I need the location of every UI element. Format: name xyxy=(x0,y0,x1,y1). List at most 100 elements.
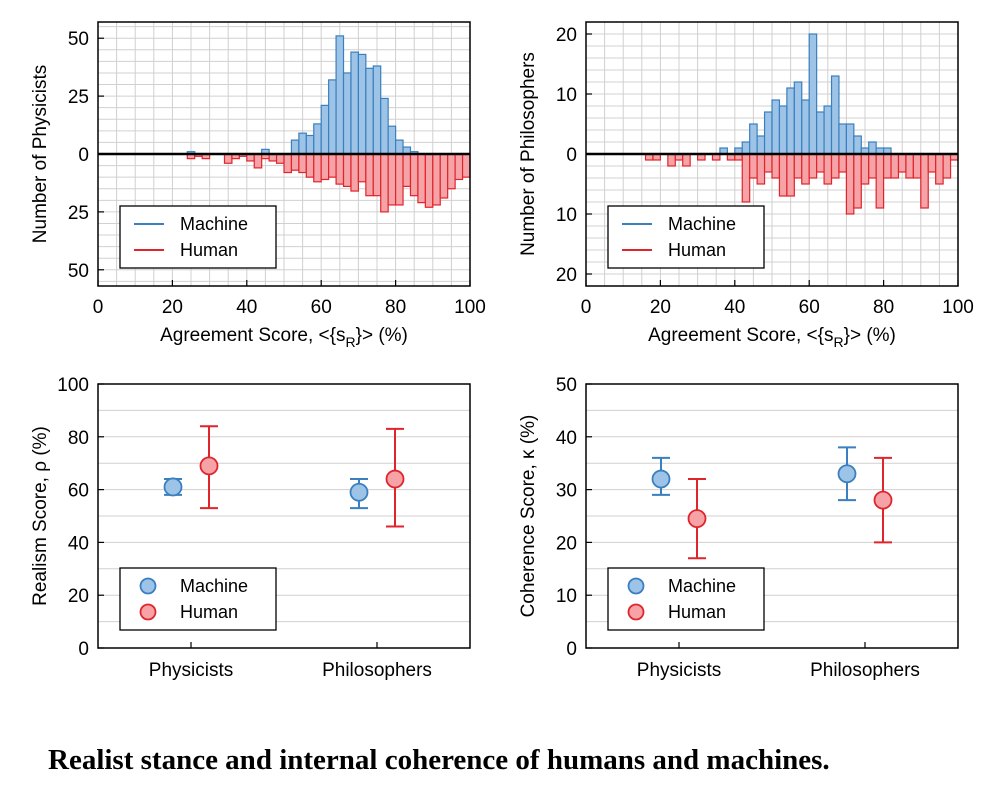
hist-philosophers-bar-human xyxy=(816,153,825,173)
coherence-ytick-label: 20 xyxy=(556,533,577,554)
realism-ytick-label: 20 xyxy=(68,586,89,607)
realism-machine-point xyxy=(163,477,183,497)
realism-ytick-label: 80 xyxy=(68,428,89,449)
hist-physicists-ytick-label: 50 xyxy=(68,29,89,50)
hist-physicists-bar-human xyxy=(395,153,404,206)
hist-physicists-legend-machine-label: Machine xyxy=(180,214,248,234)
hist-philosophers-bar-human xyxy=(741,153,751,203)
hist-philosophers-xlabel-end: }> (%) xyxy=(844,325,896,346)
hist-physicists-xtick-label: 80 xyxy=(385,297,406,318)
hist-physicists-bar-human xyxy=(424,153,434,208)
hist-physicists-bar-human xyxy=(357,153,367,183)
hist-philosophers-bar-human xyxy=(912,153,922,179)
hist-philosophers-xtick-label: 60 xyxy=(799,297,820,318)
hist-philosophers-bar-human xyxy=(786,153,795,197)
hist-philosophers-bar-human xyxy=(793,153,803,179)
coherence-machine-point xyxy=(837,464,857,484)
hist-philosophers-bar-human xyxy=(801,153,810,185)
hist-physicists-bar-human xyxy=(365,153,374,197)
realism-human-point xyxy=(385,469,405,489)
hist-philosophers-bar-machine xyxy=(749,123,758,155)
hist-philosophers-ytick-label: 0 xyxy=(566,145,577,166)
hist-philosophers-bar-human xyxy=(897,153,907,173)
hist-physicists-bar-human xyxy=(409,153,419,197)
hist-philosophers-legend-human-label: Human xyxy=(668,240,726,260)
hist-physicists-xtick-label: 0 xyxy=(93,297,104,318)
hist-physicists-bar-machine xyxy=(380,97,389,155)
hist-physicists-bar-human xyxy=(335,153,345,185)
hist-philosophers-xlabel-main: Agreement Score, <{s xyxy=(648,325,833,346)
hist-philosophers-bar-human xyxy=(682,153,691,167)
hist-philosophers-bar-machine xyxy=(823,105,833,155)
hist-philosophers-bar-machine xyxy=(756,135,766,155)
hist-philosophers-ytick-label: 20 xyxy=(556,265,577,286)
hist-philosophers-bar-machine xyxy=(741,141,751,155)
hist-philosophers-bar-human xyxy=(838,153,848,173)
hist-physicists-bar-machine xyxy=(365,67,374,155)
hist-physicists-xlabel: Agreement Score, <{sR}> (%) xyxy=(160,325,408,350)
hist-philosophers-bar-machine xyxy=(868,141,877,155)
realism-legend-machine-label: Machine xyxy=(180,576,248,596)
hist-philosophers-bar-machine xyxy=(771,99,781,155)
hist-physicists-bar-human xyxy=(320,153,330,181)
hist-physicists-bar-human xyxy=(447,153,456,190)
hist-physicists-bar-human xyxy=(432,153,441,206)
hist-physicists-ylabel: Number of Physicists xyxy=(30,65,51,243)
coherence-category-label: Philosophers xyxy=(810,660,920,681)
realism-frame xyxy=(97,383,471,649)
hist-physicists-bar-human xyxy=(290,153,300,171)
hist-physicists-bar-human xyxy=(380,153,389,213)
hist-physicists-ytick-label: 50 xyxy=(68,261,89,282)
hist-philosophers-legend-machine-label: Machine xyxy=(668,214,736,234)
hist-philosophers-bar-machine xyxy=(845,123,855,155)
hist-physicists-legend-box xyxy=(119,205,277,269)
hist-philosophers-xtick-label: 100 xyxy=(942,297,974,318)
hist-physicists-bar-machine xyxy=(357,53,367,155)
hist-philosophers-bar-human xyxy=(808,153,818,179)
realism-ytick-label: 100 xyxy=(57,375,89,396)
hist-philosophers-bar-human xyxy=(749,153,758,179)
hist-physicists-bar-machine xyxy=(342,72,352,155)
hist-physicists-ytick-label: 25 xyxy=(68,203,89,224)
hist-philosophers-ytick-label: 20 xyxy=(556,25,577,46)
realism-legend-human-marker xyxy=(139,603,157,621)
realism-ytick-label: 40 xyxy=(68,533,89,554)
hist-physicists-bar-human xyxy=(283,153,293,174)
hist-philosophers-xtick-label: 40 xyxy=(724,297,745,318)
hist-philosophers-bar-human xyxy=(875,153,885,209)
hist-physicists-bar-human xyxy=(417,153,426,204)
hist-philosophers-bar-human xyxy=(920,153,929,209)
hist-philosophers-bar-human xyxy=(823,153,833,185)
realism-ylabel: Realism Score, ρ (%) xyxy=(30,426,51,606)
hist-physicists-bar-machine xyxy=(395,139,404,155)
hist-philosophers-bar-machine xyxy=(808,33,818,155)
hist-philosophers-bar-machine xyxy=(816,111,825,155)
coherence-ytick-label: 40 xyxy=(556,428,577,449)
coherence-machine-point xyxy=(651,469,671,489)
hist-physicists-bar-machine xyxy=(298,132,307,155)
hist-philosophers-bar-human xyxy=(778,153,788,197)
hist-physicists-xlabel-sub: R xyxy=(345,334,355,350)
realism-category-label: Philosophers xyxy=(322,660,432,681)
hist-philosophers-xtick-label: 20 xyxy=(650,297,671,318)
hist-philosophers-bar-human xyxy=(942,153,952,179)
hist-philosophers-bar-human xyxy=(927,153,937,173)
realism-legend-machine-marker xyxy=(139,577,157,595)
coherence-ytick-label: 0 xyxy=(566,639,577,660)
hist-philosophers-bar-machine xyxy=(830,75,840,155)
coherence-human-point xyxy=(687,509,707,529)
hist-philosophers-bar-machine xyxy=(838,123,848,155)
hist-philosophers-ylabel: Number of Philosophers xyxy=(518,52,539,256)
hist-physicists-bar-machine xyxy=(387,125,397,155)
hist-physicists-xlabel-end: }> (%) xyxy=(356,325,408,346)
coherence-category-label: Physicists xyxy=(637,660,721,681)
hist-physicists-xtick-label: 40 xyxy=(236,297,257,318)
coherence-human-point xyxy=(873,490,893,510)
hist-physicists-xtick-label: 60 xyxy=(311,297,332,318)
coherence-legend-machine-label: Machine xyxy=(668,576,736,596)
hist-philosophers-bar-human xyxy=(868,153,877,179)
coherence-panel: 0 10 20 30 40 50 Physicists Philosophers Coheren… xyxy=(518,375,959,681)
hist-philosophers-ytick-label: 10 xyxy=(556,205,577,226)
